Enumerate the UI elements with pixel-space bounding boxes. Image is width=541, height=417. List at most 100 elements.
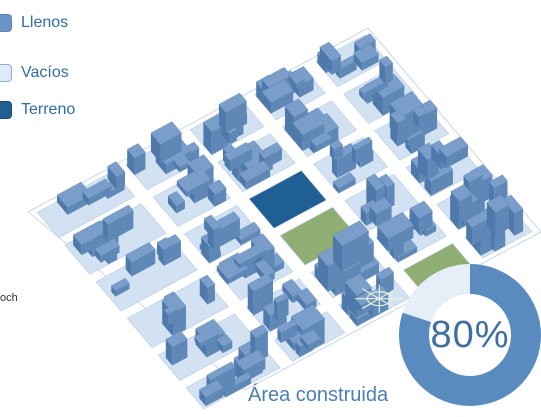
building-side [172,338,188,366]
building-side [446,145,468,169]
building-side [369,205,377,227]
building-side [218,104,226,133]
building-side [296,293,307,312]
donut-chart [399,264,541,406]
building-side [81,230,109,256]
building-side [102,218,108,243]
building-side [349,310,358,327]
building-roof [365,173,386,191]
building-side [57,195,68,215]
building-side [194,182,212,204]
building-side [410,208,420,234]
building-roof [194,326,220,344]
building-side [199,279,208,305]
building-side [179,161,190,173]
building-side [296,79,305,89]
building-roof [329,139,344,151]
building-roof [176,167,212,193]
building-side [418,112,427,129]
building-roof [332,220,370,247]
building-side [131,249,156,277]
building-side [160,132,182,163]
building-side [337,149,357,179]
built-area-donut: 80% [398,263,541,407]
building-side [353,53,362,71]
building-side [264,148,282,170]
building-side [207,185,215,207]
building-roof [218,92,247,113]
building-side [239,249,267,269]
building-side [417,148,428,180]
building-side [127,149,135,176]
building-side [82,191,89,206]
building-roof [281,278,303,297]
building-side [361,263,380,283]
building-roof [156,237,173,251]
building-roof [438,136,469,158]
building-side [335,262,361,296]
building-side [281,323,298,344]
building-side [450,191,460,224]
building-roof [310,131,332,147]
building-side [288,75,297,89]
building-side [333,235,343,272]
building-roof [216,334,233,347]
building-side [376,205,392,227]
building-side [377,226,389,252]
building-roof [207,179,227,195]
building-roof [277,319,298,333]
building-side [342,231,369,272]
building-side [338,178,356,194]
building-roof [261,79,294,103]
building-side [225,101,247,133]
building-roof [165,330,188,348]
legend-swatch-terreno [0,101,12,119]
building-side [111,285,116,297]
building-side [352,145,356,165]
building-side [204,218,214,240]
building-side [355,140,373,165]
building-roof [234,221,261,241]
building-side [134,152,146,176]
building-side [363,80,389,100]
building-side [100,245,120,263]
building-side [216,266,228,284]
building-roof [378,55,394,68]
building-side [398,247,418,263]
building-roof [410,200,433,219]
building-roof [203,214,222,231]
building-roof [353,43,380,64]
building-roof [332,172,357,189]
building-side [247,284,254,316]
building-side [495,205,510,236]
building-roof [463,168,483,183]
building-side [318,254,328,292]
building-side [201,237,210,264]
building-roof [239,160,271,183]
building-side [282,284,293,304]
building-side [397,118,407,147]
building-side [333,181,339,194]
building-side [300,336,309,351]
building-side [360,206,367,226]
legend-item-vacios: Vacíos [0,64,69,82]
building-side [270,90,294,114]
building-side [299,78,314,98]
building-roof [376,212,414,240]
building-side [173,159,180,173]
building-side [73,235,82,256]
building-roof [163,304,178,315]
building-roof [258,142,283,159]
building-roof [199,274,216,289]
building-side [150,133,161,163]
building-side [359,89,364,100]
building-side [319,47,332,75]
building-side [431,169,453,196]
donut-filled-arc [399,264,541,406]
building-side [125,255,132,277]
building-side [439,148,447,169]
building-side [239,173,247,190]
building-roof [486,194,510,213]
building-side [379,59,386,85]
